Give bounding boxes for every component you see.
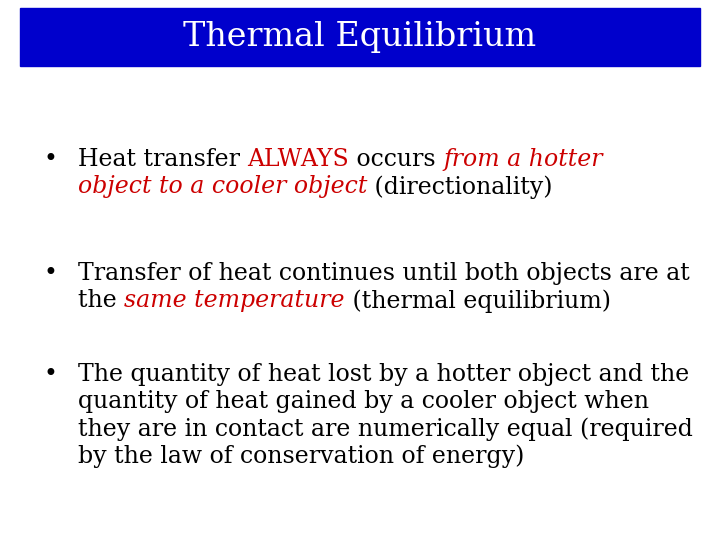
- Text: •: •: [43, 148, 57, 171]
- Text: from a hotter: from a hotter: [444, 148, 603, 171]
- Text: (thermal equilibrium): (thermal equilibrium): [345, 289, 611, 313]
- Text: Transfer of heat continues until both objects are at: Transfer of heat continues until both ob…: [78, 262, 690, 285]
- Text: (directionality): (directionality): [367, 175, 553, 199]
- Text: •: •: [43, 262, 57, 285]
- Text: occurs: occurs: [349, 148, 444, 171]
- Bar: [20, 8, 700, 66]
- Text: ALWAYS: ALWAYS: [248, 148, 349, 171]
- Text: they are in contact are numerically equal (required: they are in contact are numerically equa…: [78, 417, 693, 441]
- Text: quantity of heat gained by a cooler object when: quantity of heat gained by a cooler obje…: [78, 390, 649, 413]
- Text: same temperature: same temperature: [125, 289, 345, 312]
- Text: the: the: [78, 289, 125, 312]
- Text: •: •: [43, 363, 57, 386]
- Text: The quantity of heat lost by a hotter object and the: The quantity of heat lost by a hotter ob…: [78, 363, 689, 386]
- Text: by the law of conservation of energy): by the law of conservation of energy): [78, 444, 524, 468]
- Text: object to a cooler object: object to a cooler object: [78, 175, 367, 198]
- Text: Heat transfer: Heat transfer: [78, 148, 248, 171]
- Text: Thermal Equilibrium: Thermal Equilibrium: [184, 21, 536, 53]
